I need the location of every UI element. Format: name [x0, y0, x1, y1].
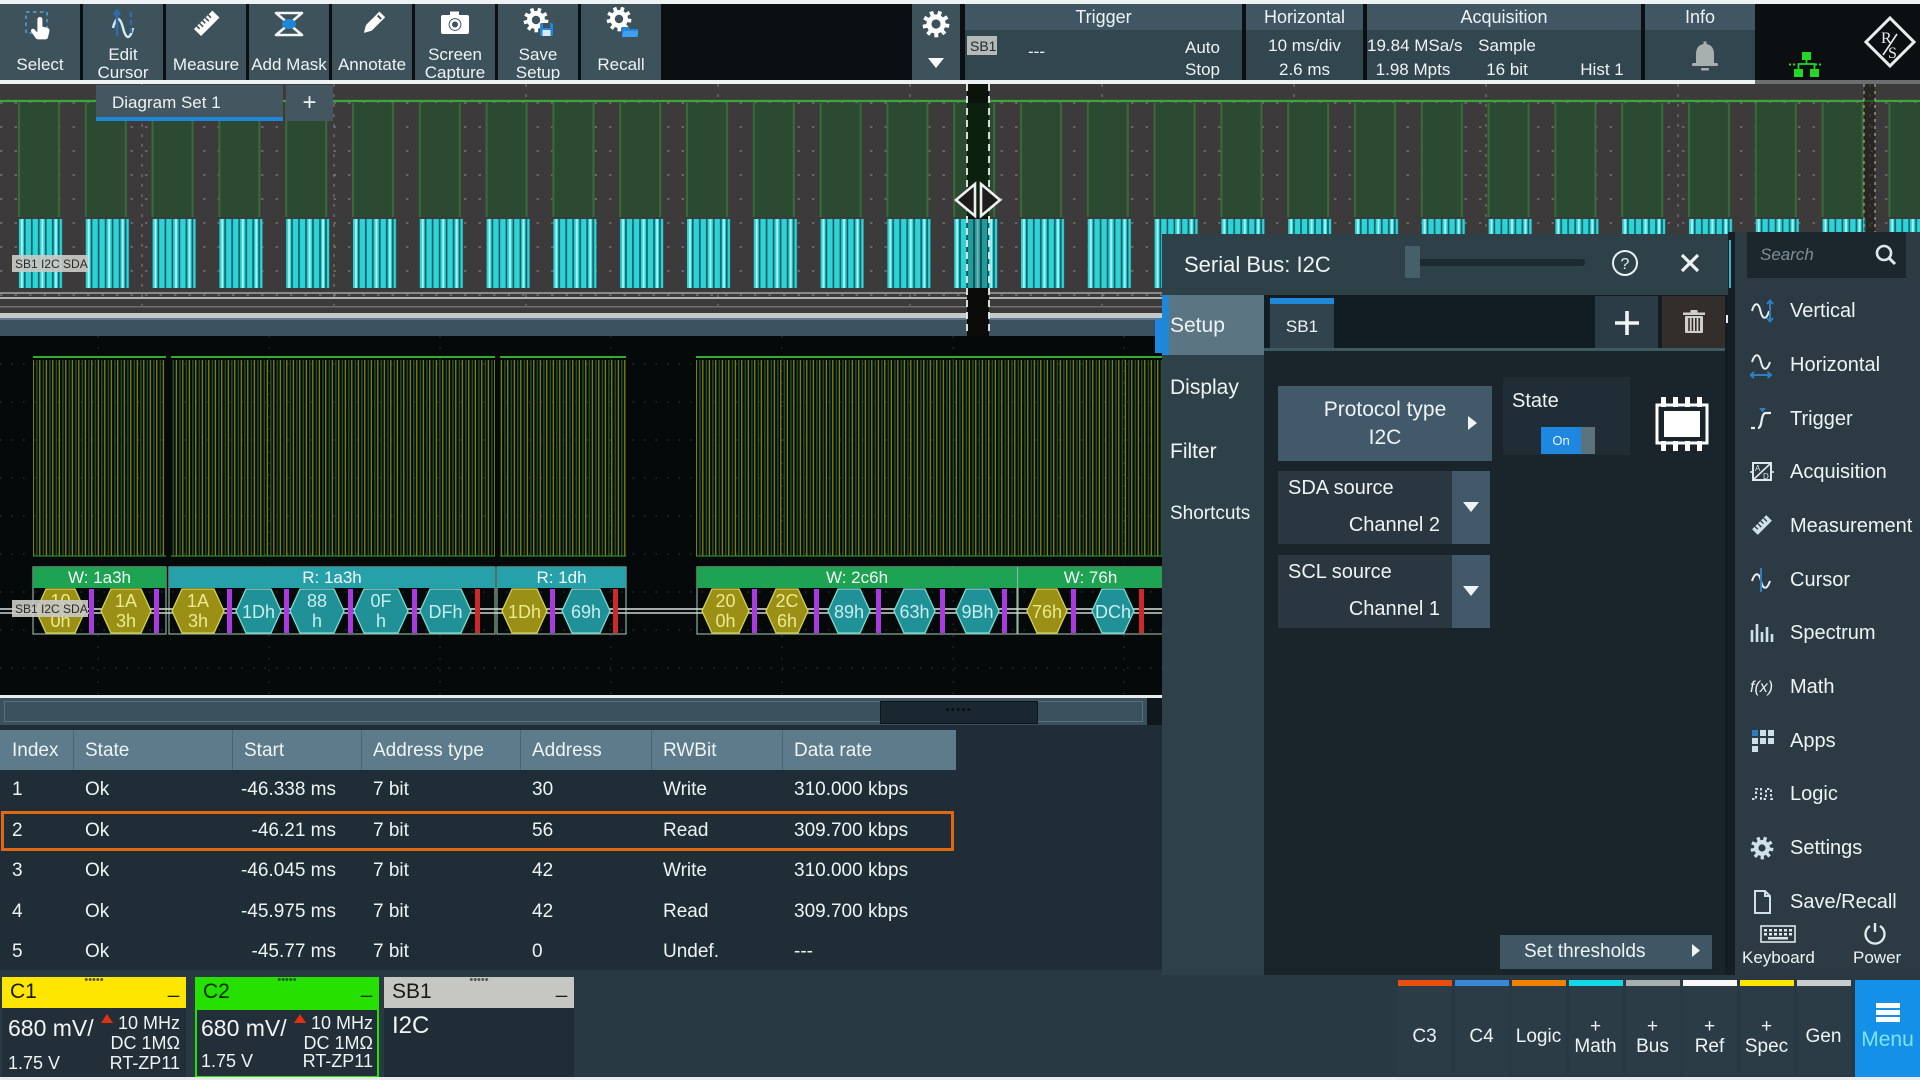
svg-text:W: 1a3h: W: 1a3h [68, 568, 131, 587]
svg-text:0h: 0h [715, 611, 735, 631]
svg-text:A: A [1755, 464, 1761, 473]
svg-text:DFh: DFh [428, 602, 462, 622]
svg-text:63h: 63h [899, 602, 929, 622]
svg-text:R: 1dh: R: 1dh [536, 568, 586, 587]
svg-text:9Bh: 9Bh [961, 602, 993, 622]
svg-text:76h: 76h [1032, 602, 1062, 622]
svg-text:88: 88 [307, 591, 327, 611]
svg-text:3h: 3h [188, 611, 208, 631]
svg-text:R: R [1881, 30, 1892, 47]
svg-text:1Dh: 1Dh [242, 602, 275, 622]
svg-text:0F: 0F [370, 591, 391, 611]
svg-text:W: 76h: W: 76h [1064, 568, 1118, 587]
svg-text:1A: 1A [187, 591, 209, 611]
svg-text:SB1 I2C SDA: SB1 I2C SDA [15, 257, 88, 271]
svg-text:f(x): f(x) [1750, 679, 1773, 696]
svg-text:89h: 89h [834, 602, 864, 622]
svg-text:R: 1a3h: R: 1a3h [302, 568, 362, 587]
svg-text:S: S [1888, 45, 1897, 62]
svg-text:69h: 69h [571, 602, 601, 622]
svg-text:6h: 6h [777, 611, 797, 631]
svg-text:W: 2c6h: W: 2c6h [826, 568, 888, 587]
svg-text:2C: 2C [775, 591, 798, 611]
svg-text:1Dh: 1Dh [508, 602, 541, 622]
svg-text:SB1 I2C SDA: SB1 I2C SDA [15, 602, 88, 616]
svg-text:1A: 1A [115, 591, 137, 611]
svg-text:20: 20 [715, 591, 735, 611]
svg-text:3h: 3h [116, 611, 136, 631]
svg-text:D: D [1763, 472, 1769, 481]
svg-text:?: ? [1621, 256, 1630, 273]
svg-text:h: h [376, 611, 386, 631]
svg-text:h: h [312, 611, 322, 631]
svg-text:DCh: DCh [1095, 602, 1131, 622]
